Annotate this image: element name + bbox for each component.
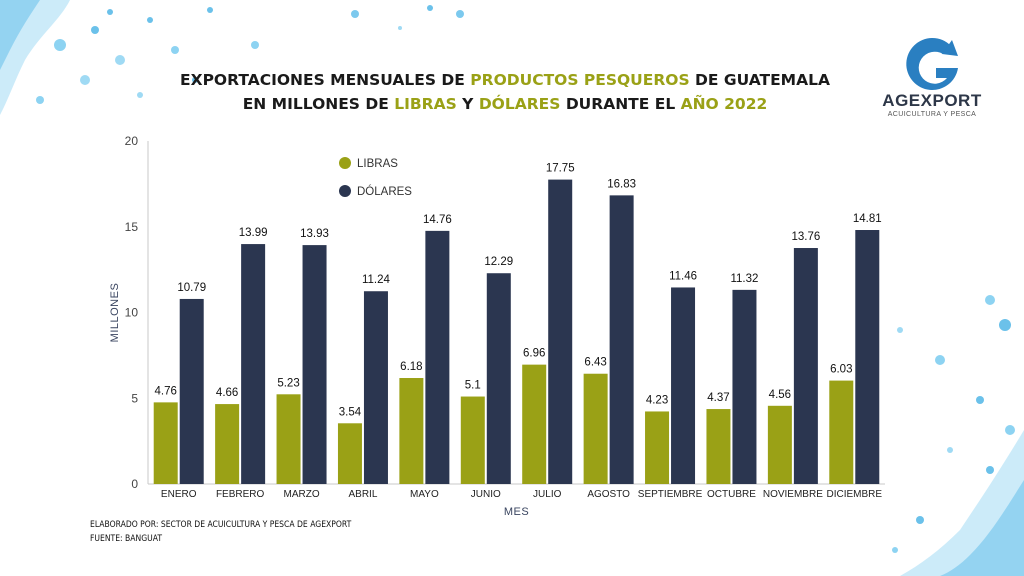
data-label: 3.54: [339, 406, 362, 418]
bar-dolares: [241, 244, 266, 484]
water-splash-right: [892, 295, 1024, 576]
bar-libras: [706, 409, 731, 484]
data-label: 6.03: [830, 364, 852, 376]
title-segment: PRODUCTOS PESQUEROS: [470, 71, 690, 89]
data-label: 6.18: [400, 361, 422, 373]
bar-libras: [522, 364, 547, 484]
bar-libras: [767, 405, 792, 484]
legend-marker-dolares: [339, 185, 351, 197]
y-axis-title: MILLONES: [109, 283, 121, 343]
chart-title: EXPORTACIONES MENSUALES DE PRODUCTOS PES…: [140, 68, 870, 116]
bar-dolares: [671, 287, 696, 484]
x-tick-label: SEPTIEMBRE: [638, 489, 703, 500]
bar-libras: [645, 411, 670, 484]
title-segment: DE GUATEMALA: [689, 71, 830, 89]
bar-libras: [399, 378, 424, 484]
data-label: 6.43: [584, 357, 606, 369]
bar-libras: [276, 394, 301, 484]
title-line-1: EXPORTACIONES MENSUALES DE PRODUCTOS PES…: [140, 68, 870, 92]
x-tick-label: OCTUBRE: [707, 489, 756, 500]
x-tick-label: MARZO: [283, 489, 319, 500]
water-splash-top-left: [0, 0, 259, 115]
bar-libras: [337, 423, 362, 484]
bar-dolares: [793, 248, 818, 484]
legend-marker-libras: [339, 157, 351, 169]
x-tick-label: NOVIEMBRE: [763, 489, 823, 500]
legend-label-dolares: DÓLARES: [357, 185, 412, 198]
title-segment: DÓLARES: [478, 95, 561, 113]
bar-libras: [829, 380, 854, 484]
x-axis-title: MES: [504, 506, 529, 518]
x-tick-label: DICIEMBRE: [827, 489, 883, 500]
x-tick-label: JULIO: [533, 489, 562, 500]
data-label: 13.99: [239, 227, 268, 239]
legend-label-libras: LIBRAS: [357, 158, 398, 170]
data-label: 11.46: [669, 270, 697, 282]
data-label: 14.76: [423, 214, 452, 226]
title-segment: Y: [456, 95, 479, 113]
bar-dolares: [302, 245, 327, 484]
data-label: 4.76: [155, 385, 177, 397]
data-label: 6.96: [523, 348, 545, 360]
bar-libras: [215, 404, 240, 484]
y-tick-label: 0: [131, 477, 138, 491]
agexport-g-logo-icon: [906, 37, 958, 90]
data-label: 5.1: [465, 380, 481, 392]
x-tick-label: MAYO: [410, 489, 439, 500]
bar-dolares: [363, 291, 388, 484]
bar-dolares: [548, 179, 573, 484]
data-label: 16.83: [607, 178, 636, 190]
bar-dolares: [486, 273, 511, 484]
data-label: 11.32: [730, 273, 758, 285]
data-label: 14.81: [853, 213, 882, 225]
data-label: 4.23: [646, 394, 668, 406]
bar-dolares: [732, 289, 757, 484]
title-segment: AÑO 2022: [680, 95, 768, 113]
bar-dolares: [609, 195, 634, 485]
bar-dolares: [855, 230, 880, 484]
data-label: 4.66: [216, 387, 238, 399]
data-label: 17.75: [546, 163, 575, 175]
bar-libras: [153, 402, 178, 484]
y-tick-label: 10: [125, 306, 139, 320]
data-label: 4.37: [707, 392, 729, 404]
title-line-2: EN MILLONES DE LIBRAS Y DÓLARES DURANTE …: [140, 92, 870, 116]
bar-libras: [583, 373, 608, 484]
bar-dolares: [425, 230, 450, 484]
title-segment: LIBRAS: [394, 95, 457, 113]
footer-source: FUENTE: BANGUAT: [90, 534, 163, 544]
data-label: 12.29: [484, 256, 513, 268]
bar-dolares: [179, 298, 204, 484]
title-segment: EXPORTACIONES MENSUALES DE: [180, 71, 471, 89]
x-tick-label: ENERO: [161, 489, 197, 500]
x-tick-label: ABRIL: [349, 489, 378, 500]
title-segment: EN MILLONES DE: [242, 95, 395, 113]
bar-libras: [460, 396, 485, 484]
data-label: 10.79: [177, 282, 206, 294]
data-label: 13.76: [791, 231, 820, 243]
water-splash-top-center: [351, 5, 464, 30]
x-tick-label: FEBRERO: [216, 489, 265, 500]
data-label: 5.23: [277, 377, 299, 389]
y-tick-label: 15: [125, 220, 139, 234]
data-label: 11.24: [362, 274, 391, 286]
y-tick-label: 5: [131, 391, 138, 405]
x-tick-label: JUNIO: [471, 489, 501, 500]
footer-credit: ELABORADO POR: SECTOR DE ACUICULTURA Y P…: [90, 520, 352, 530]
logo-name: AGEXPORT: [882, 91, 982, 110]
title-segment: DURANTE EL: [560, 95, 681, 113]
data-label: 4.56: [769, 389, 791, 401]
logo-subtitle: ACUICULTURA Y PESCA: [887, 111, 977, 118]
data-label: 13.93: [300, 228, 329, 240]
y-tick-label: 20: [125, 134, 139, 148]
x-tick-label: AGOSTO: [587, 489, 630, 500]
footer: ELABORADO POR: SECTOR DE ACUICULTURA Y P…: [90, 518, 351, 546]
